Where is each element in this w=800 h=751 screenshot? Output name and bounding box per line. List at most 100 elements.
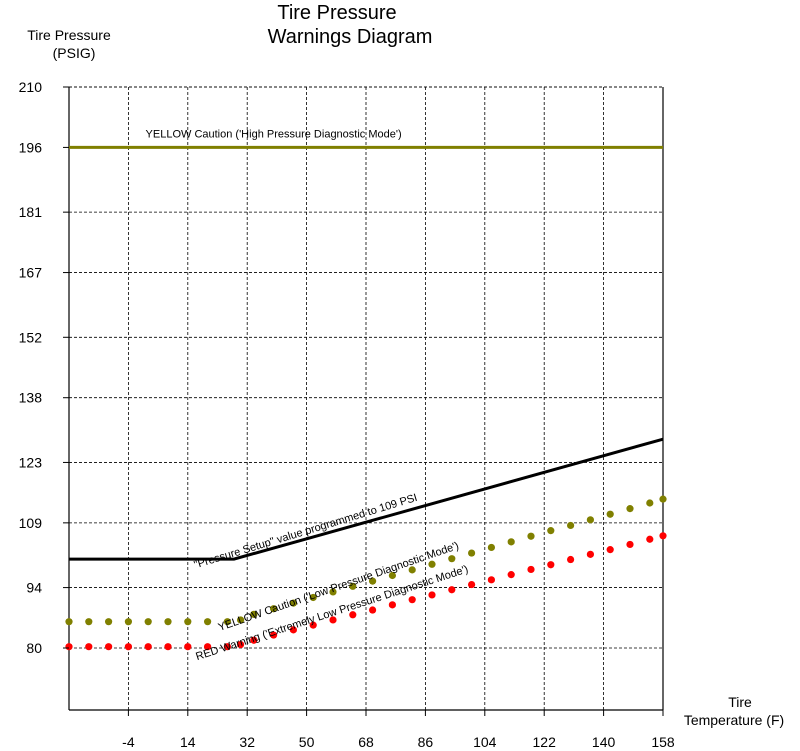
series-3-point-5 (164, 643, 172, 651)
series-2-point-4 (144, 618, 152, 626)
series-2-point-22 (487, 543, 495, 552)
series-2-point-30 (646, 499, 654, 507)
y-tick-label-0: 80 (26, 640, 42, 656)
series-3-point-13 (309, 621, 317, 629)
series-3-point-14 (329, 616, 337, 624)
y-tick-label-2: 109 (19, 515, 43, 531)
series-2-point-9 (237, 616, 245, 624)
series-3-point-16 (369, 606, 377, 614)
series-2-point-28 (606, 510, 614, 518)
x-tick-label-6: 104 (473, 734, 497, 750)
series-3-point-1 (85, 643, 93, 651)
tick-labels: 80 94 109 123 138 152 167 181 196 210 -4 14 32 50 68 86… (19, 79, 675, 750)
series-3-point-23 (507, 571, 515, 579)
series-2-point-21 (468, 549, 476, 557)
series-2-point-16 (369, 577, 377, 585)
series-2-point-11 (270, 605, 278, 613)
series-3-point-10 (250, 636, 258, 644)
series-3-point-27 (586, 550, 595, 558)
series-3-point-19 (428, 591, 436, 599)
y-tick-label-6: 167 (19, 265, 43, 281)
series-3-point-31 (659, 532, 667, 540)
y-tick-label-1: 94 (26, 580, 42, 596)
series-2-point-27 (586, 516, 595, 524)
series-3-point-17 (388, 601, 396, 609)
series-3-point-29 (626, 540, 634, 549)
series-3-point-3 (124, 643, 132, 651)
y-tick-label-7: 181 (19, 204, 43, 220)
series-2-point-26 (567, 521, 575, 530)
y-tick-label-8: 196 (19, 139, 43, 155)
series-2-point-3 (124, 618, 132, 626)
series-3-point-28 (606, 546, 614, 554)
x-tick-label-3: 50 (299, 734, 315, 750)
chart-title-line1: Tire Pressure (277, 2, 396, 24)
series-2-point-15 (349, 582, 357, 590)
series-2-point-25 (547, 527, 555, 535)
y-axis-label-line2: (PSIG) (53, 45, 96, 61)
x-tick-label-7: 122 (533, 734, 557, 750)
x-axis-label-line2: Temperature (F) (684, 712, 784, 728)
series-3-point-2 (105, 643, 113, 651)
y-tick-label-5: 152 (19, 329, 43, 345)
series-2-point-29 (626, 505, 634, 513)
series-3-point-7 (204, 643, 212, 651)
series-2-point-0 (65, 618, 73, 626)
annotation-0: YELLOW Caution ('High Pressure Diagnosti… (146, 128, 402, 140)
y-tick-label-4: 138 (19, 390, 43, 406)
series-3-point-8 (223, 643, 231, 651)
series-2-point-23 (507, 538, 515, 546)
annotation-1: "Pressure Setup" value programmed to 109… (193, 492, 419, 572)
x-axis-label-line1: Tire (728, 694, 752, 710)
series-2-point-18 (408, 566, 416, 574)
series-2-point-13 (309, 593, 317, 602)
series-3-point-20 (448, 586, 456, 594)
series-3-point-22 (487, 576, 495, 584)
x-tick-label-1: 14 (180, 734, 196, 750)
series-3-point-21 (468, 580, 476, 589)
series-line-1 (69, 437, 664, 561)
series-3-point-25 (547, 561, 555, 569)
series-3-point-30 (646, 535, 654, 543)
series-2-point-5 (164, 618, 172, 626)
series-3-point-18 (408, 596, 416, 604)
series-dots-2 (65, 495, 667, 626)
y-tick-label-9: 210 (19, 79, 43, 95)
series-2-point-31 (659, 495, 667, 503)
y-tick-label-3: 123 (19, 454, 43, 470)
grid (69, 86, 663, 710)
series-3-point-0 (65, 643, 73, 651)
series-3-point-12 (289, 626, 297, 634)
annotation-3: RED Warning ('Extremely Low Pressure Dia… (194, 563, 469, 663)
annotation-layer: YELLOW Caution ('High Pressure Diagnosti… (146, 128, 470, 663)
series-2-point-12 (289, 599, 297, 607)
series-2-point-1 (85, 618, 93, 626)
series-3-point-24 (527, 565, 535, 574)
series-2-point-19 (428, 560, 436, 568)
x-tick-label-5: 86 (418, 734, 434, 750)
series-2-point-17 (388, 571, 396, 580)
chart-title-line2: Warnings Diagram (268, 26, 433, 48)
x-tick-label-9: 158 (651, 734, 675, 750)
y-axis-label-line1: Tire Pressure (27, 27, 111, 43)
series-3-point-6 (184, 643, 192, 651)
x-tick-label-4: 68 (358, 734, 374, 750)
series-2-point-7 (204, 618, 212, 626)
series-dots-3 (65, 532, 667, 651)
series-layer (65, 145, 667, 651)
series-2-point-24 (527, 532, 535, 540)
series-3-point-15 (349, 611, 357, 619)
series-3-point-9 (237, 640, 245, 649)
series-2-point-14 (329, 588, 337, 596)
series-3-point-26 (567, 555, 575, 564)
series-2-point-10 (250, 610, 258, 618)
series-2-point-2 (105, 618, 113, 626)
series-2-point-8 (223, 618, 231, 626)
x-tick-label-8: 140 (592, 734, 616, 750)
series-2-point-20 (448, 555, 456, 563)
series-2-point-6 (184, 618, 192, 626)
x-tick-label-2: 32 (239, 734, 255, 750)
series-3-point-4 (144, 643, 152, 651)
x-tick-label-0: -4 (122, 734, 135, 750)
